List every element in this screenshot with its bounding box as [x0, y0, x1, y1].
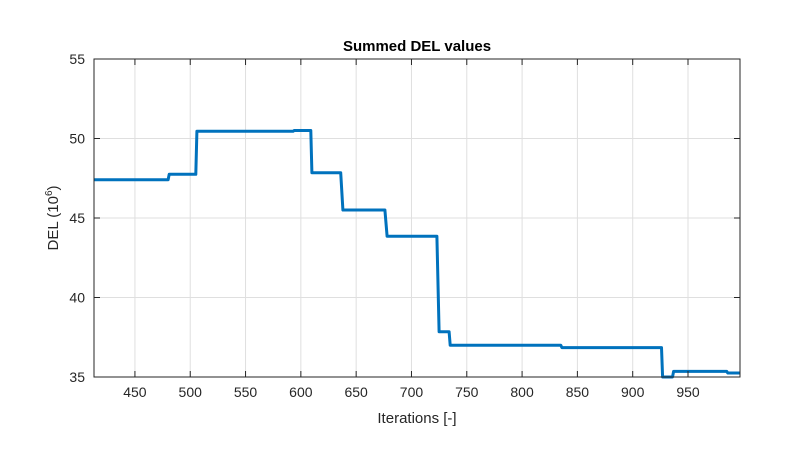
- x-tick-label: 750: [455, 384, 479, 400]
- y-ticks: 35 40 45 50 55: [69, 51, 740, 385]
- x-tick-label: 950: [676, 384, 700, 400]
- y-axis-label-close: ): [45, 185, 62, 190]
- y-tick-label: 45: [69, 210, 85, 226]
- x-ticks: 450 500 550 600 650 700 750 800 850 900 950: [123, 59, 700, 400]
- x-tick-label: 600: [289, 384, 313, 400]
- y-tick-label: 50: [69, 131, 85, 147]
- x-tick-label: 550: [234, 384, 258, 400]
- x-tick-label: 900: [621, 384, 645, 400]
- chart-title: Summed DEL values: [343, 38, 491, 55]
- x-tick-label: 650: [344, 384, 368, 400]
- y-tick-label: 40: [69, 290, 85, 306]
- x-axis-label: Iterations [-]: [377, 410, 456, 427]
- x-tick-label: 500: [179, 384, 203, 400]
- y-axis-label: DEL (106): [44, 185, 62, 250]
- y-axis-label-exponent: 6: [44, 190, 55, 196]
- x-tick-label: 800: [510, 384, 534, 400]
- y-axis-label-main: DEL (10: [45, 196, 62, 250]
- x-tick-label: 850: [566, 384, 590, 400]
- y-tick-label: 35: [69, 369, 85, 385]
- x-tick-label: 700: [400, 384, 424, 400]
- x-tick-label: 450: [123, 384, 147, 400]
- y-tick-label: 55: [69, 51, 85, 67]
